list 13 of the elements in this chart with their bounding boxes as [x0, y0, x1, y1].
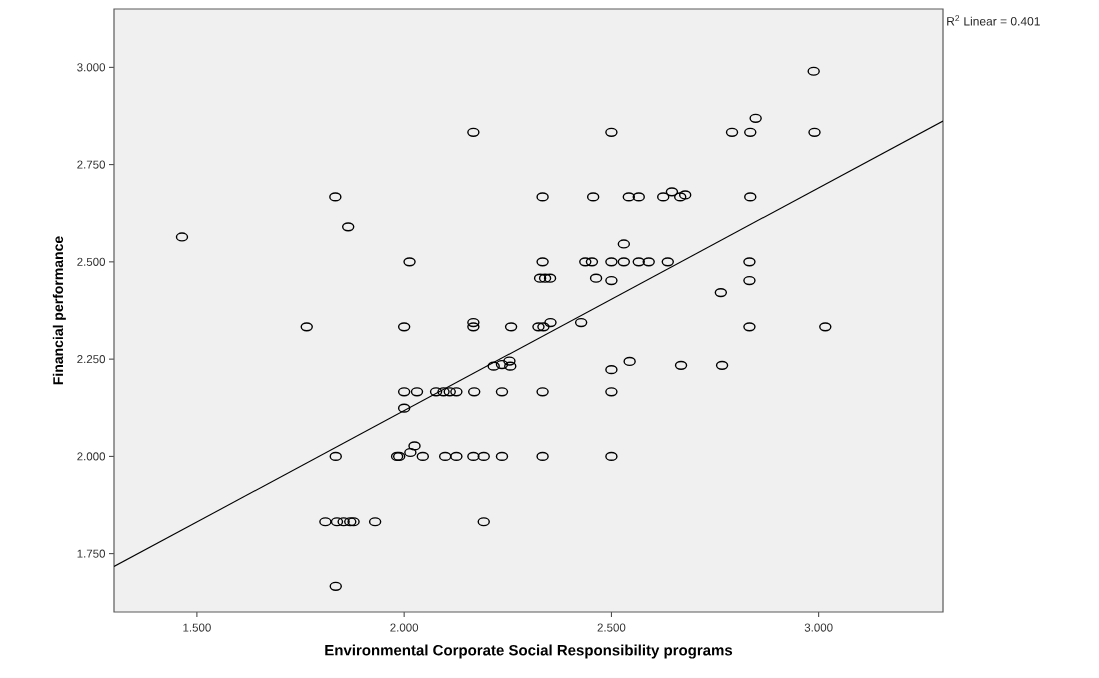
x-tick-label: 3.000: [804, 623, 833, 632]
y-tick-label: 2.000: [77, 452, 106, 461]
y-tick-label: 1.750: [77, 549, 106, 558]
y-tick-label: 2.250: [77, 355, 106, 364]
x-tick-label: 2.000: [390, 623, 419, 632]
text: R$^{2}$ Linear = 0.401: [947, 15, 1040, 26]
y-tick-label: 2.750: [77, 160, 106, 169]
x-tick-label: 1.500: [183, 623, 211, 632]
y-tick-label: 3.000: [77, 63, 106, 72]
x-axis-title: Environmental Corporate Social Responsibility programs: [325, 644, 733, 659]
x-tick-label: 2.500: [597, 623, 626, 632]
y-tick-label: 2.500: [77, 257, 106, 266]
y-axis-title: Financial performance: [52, 236, 66, 385]
